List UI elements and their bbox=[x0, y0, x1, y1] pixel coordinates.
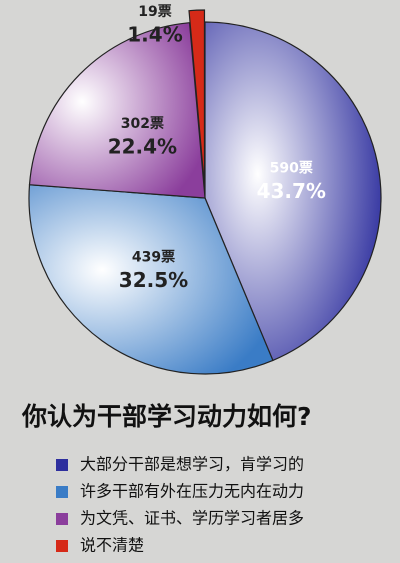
count-label: 590票 bbox=[270, 161, 313, 177]
pie-slice bbox=[204, 21, 382, 362]
pie-slice bbox=[28, 22, 206, 199]
legend-label: 大部分干部是想学习，肯学习的 bbox=[80, 455, 304, 474]
count-label: 302票 bbox=[121, 116, 164, 132]
legend-swatch bbox=[56, 486, 68, 498]
pie-slice bbox=[188, 9, 206, 187]
value-label: 32.5% bbox=[119, 268, 188, 292]
value-label: 22.4% bbox=[108, 135, 177, 159]
legend-label: 说不清楚 bbox=[80, 536, 144, 555]
count-label: 19票 bbox=[138, 4, 171, 20]
legend-label: 为文凭、证书、学历学习者居多 bbox=[80, 509, 304, 528]
legend-swatch bbox=[56, 540, 68, 552]
value-label: 43.7% bbox=[257, 179, 326, 203]
legend-label: 许多干部有外在压力无内在动力 bbox=[80, 482, 304, 501]
legend-swatch bbox=[56, 459, 68, 471]
value-label: 1.4% bbox=[127, 23, 182, 47]
pie-slice bbox=[28, 184, 274, 375]
count-label: 439票 bbox=[132, 249, 175, 265]
legend-swatch bbox=[56, 513, 68, 525]
chart-title: 你认为干部学习动力如何? bbox=[21, 402, 312, 431]
